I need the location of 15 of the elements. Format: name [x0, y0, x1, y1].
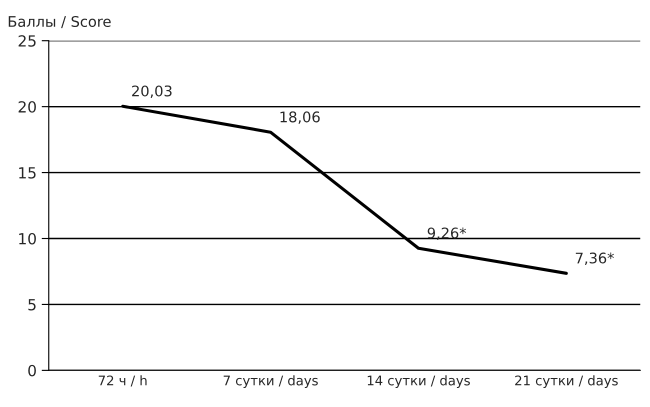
y-tick-label: 20	[18, 101, 36, 113]
y-tick-label: 10	[19, 232, 36, 245]
x-tick-label: 7 сутки / days	[224, 375, 318, 388]
y-tick-label: 15	[19, 167, 36, 179]
y-tick-label: 0	[28, 364, 36, 376]
data-label: 20,03	[132, 85, 172, 98]
x-tick-label: 72 ч / h	[98, 375, 147, 386]
y-axis-title: Баллы / Score	[8, 16, 111, 28]
x-tick-label: 14 сутки / days	[368, 375, 470, 388]
data-label: 7,36*	[576, 252, 614, 266]
y-tick-label: 5	[28, 299, 36, 310]
data-label: 9,26*	[428, 227, 466, 240]
x-tick-label: 21 сутки / days	[515, 375, 618, 388]
data-label: 18,06	[280, 111, 320, 124]
y-tick-label: 25	[18, 35, 36, 47]
